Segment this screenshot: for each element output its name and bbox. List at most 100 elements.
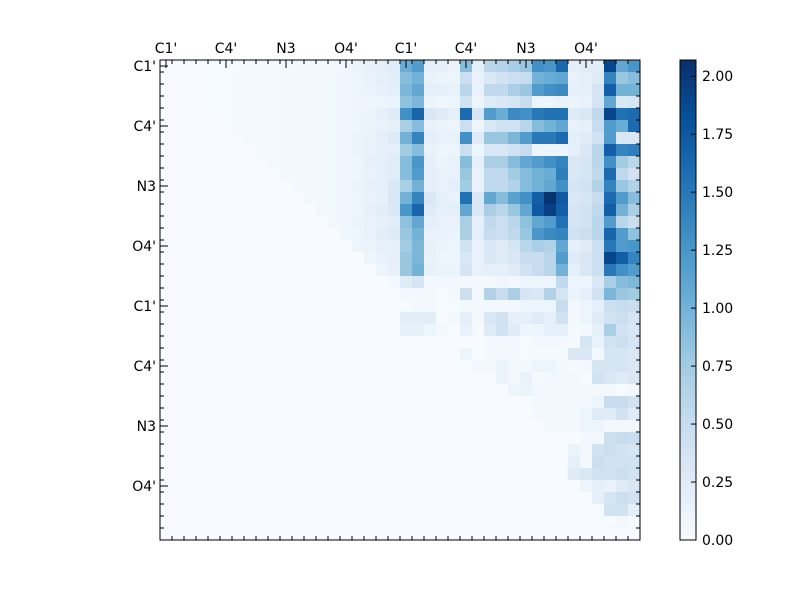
heatmap-cell [424,312,437,325]
heatmap-cell [160,348,173,361]
heatmap-cell [448,384,461,397]
heatmap-cell [580,72,593,85]
heatmap-cell [616,324,629,337]
heatmap-cell [184,156,197,169]
heatmap-cell [376,240,389,253]
heatmap-cell [508,60,521,73]
heatmap-cell [544,204,557,217]
heatmap-cell [388,288,401,301]
heatmap-cell [532,372,545,385]
heatmap-cell [184,84,197,97]
heatmap-cell [160,324,173,337]
heatmap-cell [580,396,593,409]
heatmap-cell [568,516,581,529]
heatmap-cell [316,252,329,265]
heatmap-cell [244,156,257,169]
heatmap-cell [616,456,629,469]
heatmap-cell [496,60,509,73]
heatmap-cell [472,420,485,433]
heatmap-cell [388,120,401,133]
heatmap-cell [244,360,257,373]
heatmap-cell [268,216,281,229]
heatmap-cell [460,312,473,325]
heatmap-cell [400,528,413,541]
heatmap-cell [292,432,305,445]
heatmap-cell [400,96,413,109]
heatmap-cell [520,276,533,289]
heatmap-cell [328,240,341,253]
heatmap-cell [544,108,557,121]
heatmap-cell [592,168,605,181]
heatmap-cell [352,264,365,277]
heatmap-cell [508,444,521,457]
heatmap-cell [400,84,413,97]
heatmap-cell [400,396,413,409]
heatmap-cell [436,180,449,193]
heatmap-cell [472,120,485,133]
heatmap-cell [256,132,269,145]
heatmap-cell [196,192,209,205]
heatmap-cell [172,120,185,133]
heatmap-cell [184,168,197,181]
heatmap-cell [256,444,269,457]
heatmap-cell [196,312,209,325]
heatmap-cell [592,504,605,517]
heatmap-cell [388,144,401,157]
heatmap-cell [436,216,449,229]
heatmap-cell [172,492,185,505]
heatmap-cell [508,420,521,433]
heatmap-cell [316,192,329,205]
heatmap-cell [412,468,425,481]
heatmap-cell [496,396,509,409]
heatmap-cell [376,96,389,109]
heatmap-cell [604,420,617,433]
heatmap-cell [508,480,521,493]
heatmap-cell [436,156,449,169]
heatmap-cell [256,528,269,541]
heatmap-cell [316,468,329,481]
heatmap-cell [280,408,293,421]
heatmap-cell [484,456,497,469]
heatmap-cell [412,240,425,253]
heatmap-cell [424,348,437,361]
heatmap-cell [316,156,329,169]
heatmap-cell [184,384,197,397]
heatmap-cell [532,276,545,289]
heatmap-cell [508,264,521,277]
heatmap-cell [304,348,317,361]
heatmap-cell [592,240,605,253]
heatmap-cell [292,372,305,385]
heatmap-cell [352,96,365,109]
heatmap-cell [220,276,233,289]
heatmap-cell [436,384,449,397]
heatmap-cell [196,84,209,97]
heatmap-cell [472,492,485,505]
heatmap-cell [316,60,329,73]
heatmap-cell [220,480,233,493]
heatmap-cell [460,408,473,421]
heatmap-cell [520,264,533,277]
heatmap-cell [472,300,485,313]
heatmap-cell [268,468,281,481]
heatmap-cell [172,312,185,325]
heatmap-cell [484,432,497,445]
heatmap-cell [448,420,461,433]
heatmap-cell [532,180,545,193]
heatmap-cell [232,204,245,217]
heatmap-cell [160,288,173,301]
heatmap-cell [352,276,365,289]
heatmap-cell [436,96,449,109]
heatmap-cell [196,516,209,529]
heatmap-cell [580,144,593,157]
heatmap-cell [568,240,581,253]
heatmap-cell [604,336,617,349]
heatmap-cell [220,372,233,385]
heatmap-cell [244,204,257,217]
heatmap-cell [604,384,617,397]
heatmap-cell [376,324,389,337]
heatmap-cell [568,408,581,421]
heatmap-cell [340,396,353,409]
heatmap-cell [352,240,365,253]
heatmap-cell [424,180,437,193]
heatmap-cell [544,468,557,481]
